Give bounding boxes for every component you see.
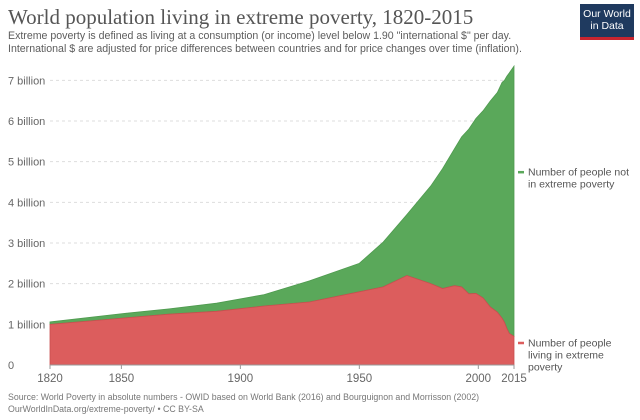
logo-line-1: Our World: [583, 8, 631, 20]
logo-line-2: in Data: [590, 20, 624, 32]
source-line-1: Source: World Poverty in absolute number…: [8, 392, 480, 402]
y-tick-label: 0: [8, 360, 14, 372]
legend-label-in-extreme-poverty: Number of people living in extreme poverty: [528, 338, 612, 374]
area-in-extreme-poverty: [49, 275, 515, 366]
y-tick-label: 5 billion: [8, 157, 45, 169]
source-line-2[interactable]: OurWorldInData.org/extreme-poverty/ • CC…: [8, 403, 204, 414]
chart-title: World population living in extreme pover…: [8, 5, 474, 29]
y-tick-label: 7 billion: [8, 75, 45, 87]
x-tick-label: 2015: [501, 373, 527, 385]
y-tick-label: 2 billion: [8, 279, 45, 291]
source-note: Source: World Poverty in absolute number…: [8, 392, 608, 415]
x-tick-label: 1850: [109, 373, 135, 385]
legend-label-not-in-extreme-poverty: Number of people not in extreme poverty: [528, 167, 629, 191]
chart-subtitle: Extreme poverty is defined as living at …: [8, 30, 522, 55]
y-tick-label: 6 billion: [8, 116, 45, 128]
y-tick-label: 3 billion: [8, 238, 45, 250]
owid-logo[interactable]: Our World in Data: [580, 4, 634, 40]
x-tick-label: 1950: [347, 373, 373, 385]
y-tick-label: 1 billion: [8, 319, 45, 331]
x-tick-label: 2000: [466, 373, 492, 385]
x-tick-label: 1820: [37, 373, 63, 385]
x-tick-label: 1900: [228, 373, 254, 385]
y-tick-label: 4 billion: [8, 197, 45, 209]
